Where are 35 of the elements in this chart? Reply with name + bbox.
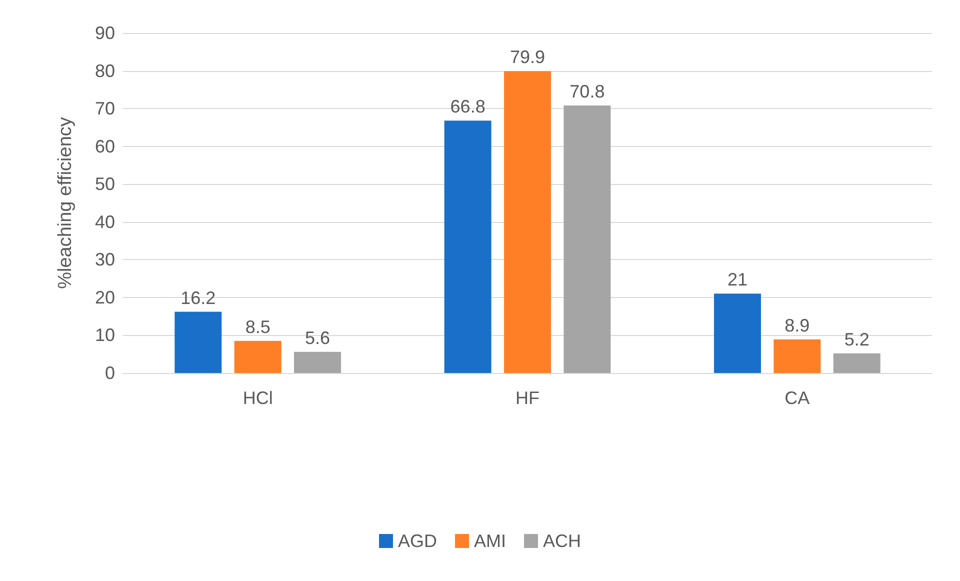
- data-label: 79.9: [510, 47, 546, 68]
- legend-label: AGD: [398, 531, 438, 551]
- bar: [234, 340, 282, 373]
- y-tick-label: 50: [94, 174, 115, 194]
- data-label: 5.2: [844, 329, 870, 350]
- data-label: 16.2: [180, 288, 216, 308]
- y-tick-label: 20: [94, 287, 115, 308]
- x-tick-label: CA: [784, 388, 810, 408]
- data-label: 66.8: [450, 96, 486, 117]
- y-tick-label: 90: [94, 23, 115, 43]
- y-tick-label: 10: [94, 325, 115, 346]
- bar: [564, 106, 611, 373]
- bar: [294, 352, 342, 373]
- x-tick-label: HCl: [242, 388, 273, 408]
- y-tick-label: 40: [94, 212, 115, 232]
- legend-label: AMI: [474, 531, 506, 551]
- y-tick-label: 60: [94, 136, 115, 156]
- y-axis-title: %leaching efficiency: [55, 116, 76, 289]
- data-label: 21: [727, 270, 748, 290]
- bar: [774, 339, 821, 373]
- legend-label: ACH: [543, 531, 582, 551]
- data-label: 5.6: [305, 328, 330, 348]
- data-label: 8.9: [784, 315, 810, 336]
- bar: [714, 294, 761, 373]
- y-tick-label: 70: [94, 98, 115, 119]
- y-tick-label: 0: [104, 363, 115, 383]
- bar: [833, 353, 880, 373]
- bar: [504, 71, 551, 373]
- data-label: 8.5: [245, 316, 270, 337]
- data-label: 70.8: [570, 82, 605, 102]
- bar: [444, 120, 492, 373]
- x-tick-label: HF: [516, 388, 540, 408]
- bar: [174, 312, 222, 373]
- y-tick-label: 80: [94, 60, 115, 81]
- y-tick-label: 30: [94, 250, 115, 270]
